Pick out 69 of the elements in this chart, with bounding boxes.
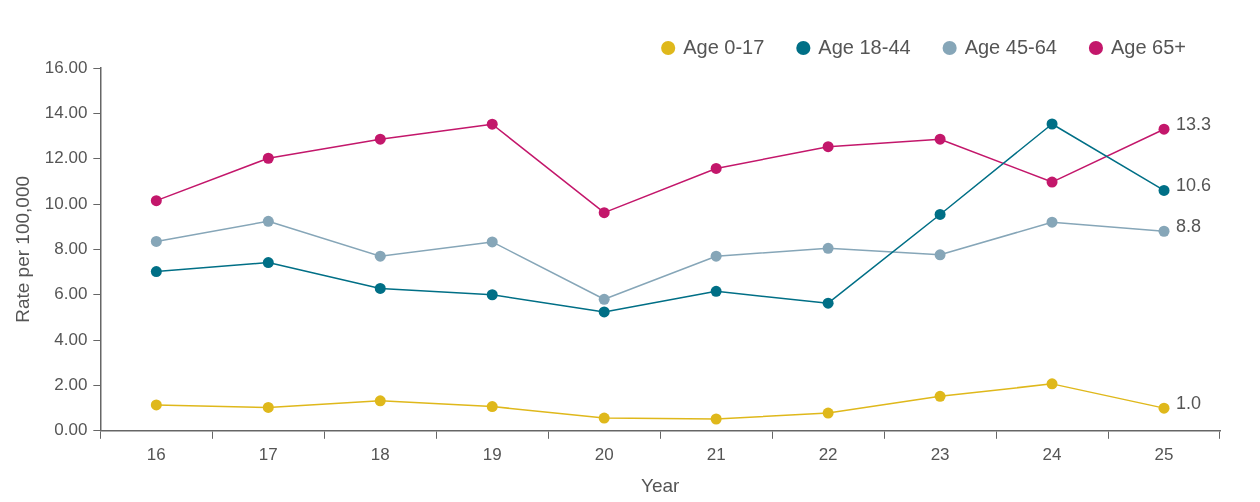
point [1046, 118, 1058, 130]
legend-label: Age 65+ [1110, 35, 1187, 58]
point [710, 285, 722, 297]
point [150, 266, 162, 278]
point [150, 399, 162, 411]
point [1158, 123, 1170, 135]
y-tick-label: 12.00 [44, 148, 88, 168]
x-tick-label: 18 [370, 444, 390, 464]
point [598, 306, 610, 318]
point [374, 395, 386, 407]
y-tick-label: 4.00 [54, 329, 88, 349]
y-tick-label: 2.00 [54, 375, 88, 395]
x-tick-label: 22 [818, 444, 838, 464]
data-label: 8.8 [1176, 216, 1202, 237]
point [710, 250, 722, 262]
y-tick-label: 6.00 [54, 284, 88, 304]
point [150, 235, 162, 247]
y-tick-label: 0.00 [54, 420, 88, 440]
x-tick-label: 21 [706, 444, 726, 464]
x-tick-label: 19 [482, 444, 502, 464]
point [1158, 184, 1170, 196]
point [934, 133, 946, 145]
point [374, 282, 386, 294]
point [934, 249, 946, 261]
point [1046, 378, 1058, 390]
point [1158, 402, 1170, 414]
legend-label: Age 0-17 [683, 35, 765, 58]
point [1158, 225, 1170, 237]
x-tick-label: 25 [1154, 444, 1174, 464]
y-axis-title: Rate per 100,000 [11, 175, 33, 323]
legend-label: Age 18-44 [818, 35, 911, 58]
point [262, 257, 274, 269]
point [262, 152, 274, 164]
x-tick-label: 20 [594, 444, 614, 464]
point [822, 141, 834, 153]
x-tick-label: 17 [258, 444, 278, 464]
point [598, 293, 610, 305]
legend-label: Age 45-64 [964, 35, 1057, 58]
point [934, 208, 946, 220]
point [598, 207, 610, 219]
point [710, 162, 722, 174]
x-tick-label: 24 [1042, 444, 1062, 464]
point [1046, 176, 1058, 188]
point [486, 401, 498, 413]
point [486, 289, 498, 301]
y-tick-label: 14.00 [44, 103, 88, 123]
data-label: 1.0 [1176, 393, 1202, 414]
point [822, 407, 834, 419]
point [934, 390, 946, 402]
point [822, 242, 834, 254]
point [262, 215, 274, 227]
x-tick-label: 23 [930, 444, 950, 464]
point [598, 412, 610, 424]
point [374, 250, 386, 262]
point [822, 297, 834, 309]
y-tick-label: 16.00 [44, 57, 88, 77]
point [486, 236, 498, 248]
point [486, 118, 498, 130]
point [374, 133, 386, 145]
x-axis-title: Year [640, 474, 681, 496]
point [150, 195, 162, 207]
y-tick-label: 10.00 [44, 193, 88, 213]
data-label: 10.6 [1176, 175, 1212, 196]
point [710, 413, 722, 425]
y-tick-label: 8.00 [54, 239, 88, 259]
data-label: 13.3 [1176, 114, 1212, 135]
point [262, 401, 274, 413]
point [1046, 216, 1058, 228]
x-tick-label: 16 [146, 444, 166, 464]
